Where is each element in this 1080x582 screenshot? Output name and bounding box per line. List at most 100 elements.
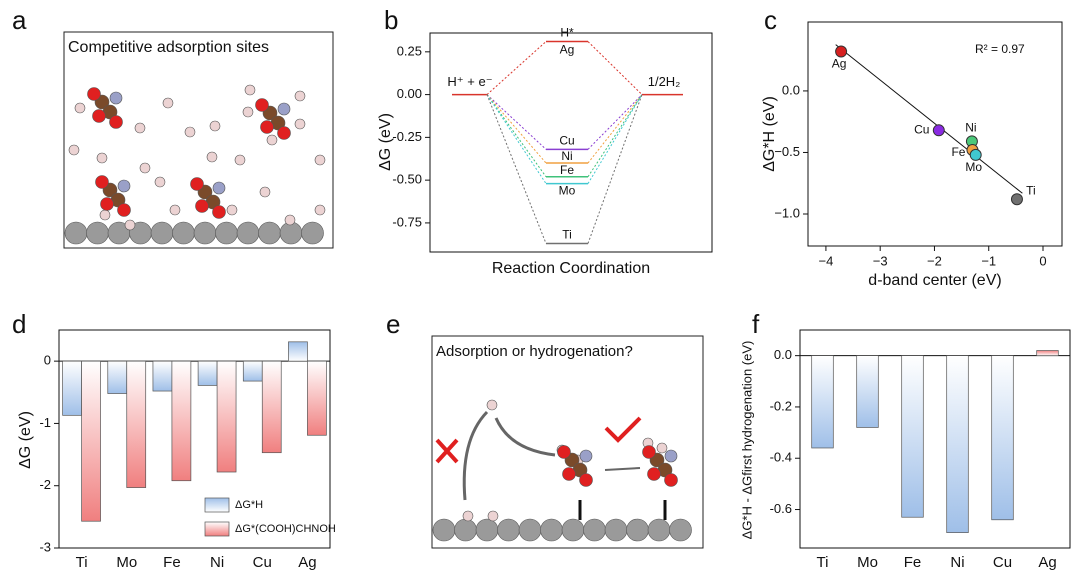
bar <box>126 360 147 488</box>
level-label: Fe <box>560 163 574 177</box>
point-label: Cu <box>914 122 929 136</box>
bar <box>216 360 237 473</box>
level-label: H* <box>560 26 574 40</box>
atom <box>647 467 661 481</box>
connector <box>587 41 643 95</box>
bar <box>946 355 969 533</box>
atom <box>579 449 593 463</box>
panel-letter: e <box>386 309 400 339</box>
point <box>969 148 982 161</box>
connector <box>486 94 547 164</box>
connector <box>486 94 547 184</box>
point <box>1010 193 1023 206</box>
level-label: Ag <box>560 43 575 57</box>
axes-frame <box>429 32 713 253</box>
legend-swatch <box>204 521 230 537</box>
level-label: Ti <box>562 228 572 242</box>
point <box>835 45 848 58</box>
atom <box>109 91 123 105</box>
y-tick-label: -2 <box>39 477 51 492</box>
point-label: Ni <box>965 121 976 135</box>
atom <box>74 102 86 114</box>
atom <box>195 199 209 213</box>
atom <box>134 122 146 134</box>
atom <box>68 144 80 156</box>
x-tick-label: −2 <box>927 253 942 268</box>
panel-letter: f <box>752 309 760 339</box>
x-tick-label: Fe <box>163 554 181 571</box>
atom <box>117 203 131 217</box>
atom <box>100 197 114 211</box>
atom <box>487 510 499 522</box>
axes-frame <box>799 329 1071 549</box>
atom <box>154 176 166 188</box>
atom <box>244 84 256 96</box>
connector <box>587 94 643 244</box>
atom <box>579 473 593 487</box>
x-tick-label: Ni <box>210 554 224 571</box>
x-tick-label: 0 <box>1039 253 1046 268</box>
atom <box>162 97 174 109</box>
atom <box>518 518 542 542</box>
atom <box>277 102 291 116</box>
point-label: Fe <box>951 145 965 159</box>
atom <box>226 204 238 216</box>
bar <box>991 355 1014 521</box>
point <box>932 124 945 137</box>
atom <box>215 221 238 245</box>
connector <box>486 94 547 150</box>
legend-swatch <box>204 497 230 513</box>
y-tick-label: 0 <box>44 353 51 368</box>
y-tick-label: -0.4 <box>770 450 792 465</box>
atom <box>462 510 474 522</box>
bar <box>62 360 82 416</box>
atom <box>486 399 498 411</box>
atom <box>294 90 306 102</box>
arrow <box>604 467 641 471</box>
x-tick-label: Mo <box>857 554 878 571</box>
bar <box>1036 350 1059 356</box>
y-axis-label: ΔG*H - ΔGfirst hydrogenation (eV) <box>739 341 754 540</box>
x-tick-label: Ti <box>76 554 88 571</box>
atom <box>260 120 274 134</box>
x-axis-label: d-band center (eV) <box>868 272 1001 289</box>
atom <box>169 204 181 216</box>
atom <box>86 221 109 245</box>
atom <box>172 221 195 245</box>
arrow <box>462 410 489 501</box>
atom <box>301 221 324 245</box>
x-tick-label: Cu <box>253 554 272 571</box>
atom <box>284 214 296 226</box>
atom <box>626 518 649 542</box>
atom <box>454 518 477 542</box>
fit-line <box>835 44 1023 194</box>
illustrations <box>64 84 692 542</box>
panel-title: Adsorption or hydrogenation? <box>436 343 633 360</box>
atom <box>642 445 656 459</box>
x-tick-label: −4 <box>818 253 833 268</box>
bar <box>261 360 282 454</box>
bar <box>107 360 128 394</box>
atom <box>117 179 131 193</box>
atom <box>212 181 226 195</box>
y-tick-label: −1.0 <box>774 205 800 220</box>
level-label: Mo <box>559 184 576 198</box>
arrow <box>494 417 556 457</box>
y-axis-label: ΔG (eV) <box>377 113 394 171</box>
x-tick-label: Cu <box>993 554 1012 571</box>
atom <box>206 151 218 163</box>
panel-letter: b <box>384 5 398 35</box>
y-tick-label: -0.2 <box>770 398 792 413</box>
atom <box>562 467 576 481</box>
atom <box>234 154 246 166</box>
atom <box>432 518 456 542</box>
atom <box>109 115 123 129</box>
atom <box>277 126 291 140</box>
atom <box>497 518 520 542</box>
atom <box>669 518 692 542</box>
check <box>604 416 642 443</box>
atom <box>604 518 628 542</box>
atom <box>184 126 196 138</box>
connector <box>486 94 547 244</box>
atom <box>314 204 326 216</box>
